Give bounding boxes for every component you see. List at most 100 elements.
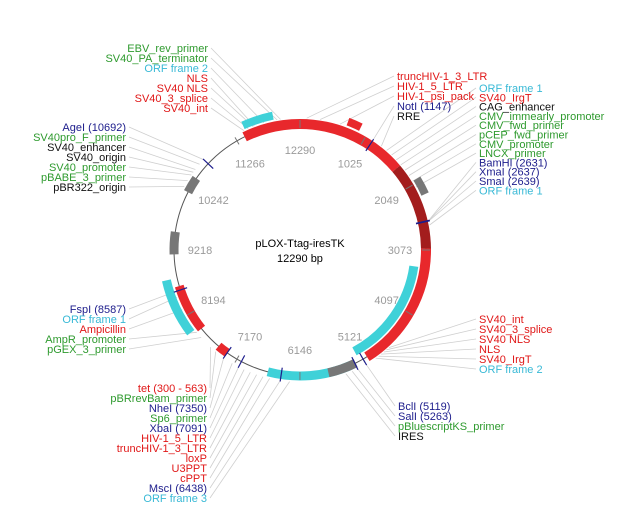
restriction-site-mark [415,220,430,225]
feature-label[interactable]: LNCX_primer [479,148,546,160]
feature-label[interactable]: NheI (7350) [149,403,207,415]
leader-line [128,166,192,176]
seg-darkred-right[interactable] [392,165,431,249]
leader-line [209,351,217,399]
tick-mark [405,184,413,190]
feature-label[interactable]: FspI (8587) [70,304,126,316]
tick-mark [234,355,240,363]
restriction-site-mark [222,346,232,359]
leader-line [210,107,245,131]
feature-label[interactable]: HIV-1_5_LTR [141,433,207,445]
feature-label[interactable]: loxP [186,453,207,465]
feature-label[interactable]: NotI (1147) [397,101,451,113]
feature-label[interactable]: SV40_int [163,103,208,115]
leader-line [210,77,255,127]
leader-line [209,347,211,389]
seg-cyan-left[interactable] [162,279,195,336]
feature-label[interactable]: ORF frame 2 [479,364,543,376]
feature-label[interactable]: SV40_int [479,314,524,326]
seg-gray-right[interactable] [413,176,429,196]
feature-label[interactable]: pCEP_fwd_primer [479,130,569,142]
leader-line [209,372,251,449]
feature-label[interactable]: HIV-1_psi_pack [397,91,475,103]
restriction-site-mark [351,356,359,370]
feature-label[interactable]: U3PPT [172,463,208,475]
feature-label[interactable]: SV40pro_F_primer [33,132,126,144]
feature-label[interactable]: BclI (5119) [398,401,450,413]
leader-line [408,134,477,176]
feature-label[interactable]: SV40_IrgT [479,354,532,366]
feature-label[interactable]: CMV_fwd_primer [479,120,564,132]
feature-label[interactable]: RRE [397,111,420,123]
seg-cyan-top[interactable] [241,111,274,130]
feature-label[interactable]: MscI (6438) [149,483,207,495]
feature-label[interactable]: SV40_3_splice [135,93,208,105]
tick-label: 10242 [198,195,229,207]
feature-label[interactable]: SV40 NLS [157,83,208,95]
seg-red-top[interactable] [242,119,401,172]
feature-label[interactable]: CAG_enhancer [479,102,555,114]
restriction-site-mark [202,158,214,169]
feature-label[interactable]: pBABE_3_primer [41,172,126,184]
feature-label[interactable]: BamHI (2631) [479,157,547,169]
restriction-site-mark [359,352,368,366]
feature-label[interactable]: Ampicillin [80,324,126,336]
feature-label[interactable]: truncHIV-1_3_LTR [117,443,207,455]
seg-gray-bottom[interactable] [327,358,358,378]
feature-label[interactable]: AmpR_promoter [45,334,126,346]
feature-label[interactable]: NLS [187,73,208,85]
feature-label[interactable]: EBV_rev_primer [127,43,208,55]
feature-label[interactable]: Sp6_primer [150,413,207,425]
restriction-site-mark [237,355,246,369]
feature-label[interactable]: SV40_PA_terminator [105,53,208,65]
leader-line [415,152,477,188]
feature-label[interactable]: XbaI (7091) [150,423,207,435]
leader-line [351,370,396,427]
tick-label: 3073 [388,245,412,257]
feature-label[interactable]: CMV_immearly_promoter [479,111,605,123]
feature-label[interactable]: SV40_origin [66,152,126,164]
feature-label[interactable]: NLS [479,344,500,356]
feature-label[interactable]: SmaI (2639) [479,176,540,188]
seg-red-right[interactable] [364,248,431,362]
feature-label[interactable]: SV40_enhancer [47,142,126,154]
seg-red-lower-left[interactable] [215,342,230,357]
feature-label[interactable]: ORF frame 1 [479,83,543,95]
leader-line [412,143,477,182]
leader-line [381,115,395,147]
feature-label[interactable]: ORF frame 1 [62,314,126,326]
leader-line [209,363,233,419]
leader-line [320,85,395,120]
feature-label[interactable]: AgeI (10692) [62,122,126,134]
tick-label: 8194 [201,295,225,307]
feature-label[interactable]: ORF frame 1 [479,185,543,197]
leader-line [210,57,278,121]
feature-label[interactable]: truncHIV-1_3_LTR [397,71,487,83]
feature-label[interactable]: ORF frame 3 [143,493,207,505]
leader-line [209,380,281,489]
feature-label[interactable]: cPPT [180,473,207,485]
seg-gray-left[interactable] [169,231,180,255]
seg-red-left[interactable] [174,284,206,332]
feature-label[interactable]: XmaI (2637) [479,167,540,179]
feature-label[interactable]: pGEX_3_primer [47,344,126,356]
feature-label[interactable]: IRES [398,431,424,443]
seg-red-top-inner[interactable] [346,117,363,131]
feature-label[interactable]: pBRrevBam_primer [110,393,207,405]
leader-line [128,186,185,188]
seg-gray-upper-left[interactable] [184,175,201,195]
feature-label[interactable]: SV40_promoter [49,162,126,174]
seg-cyan-right[interactable] [352,265,419,356]
restriction-site-mark [279,367,283,382]
feature-label[interactable]: SV40 NLS [479,334,530,346]
feature-label[interactable]: pBluescriptKS_primer [398,421,505,433]
feature-label[interactable]: pBR322_origin [53,182,126,194]
feature-label[interactable]: SV40_IrgT [479,92,532,104]
feature-label[interactable]: HIV-1_5_LTR [397,81,463,93]
feature-label[interactable]: SV40_3_splice [479,324,552,336]
restriction-site-mark [365,138,375,152]
feature-label[interactable]: CMV_promoter [479,139,554,151]
feature-label[interactable]: tet (300 - 563) [138,383,207,395]
feature-label[interactable]: SalI (5263) [398,411,452,423]
feature-label[interactable]: ORF frame 2 [144,63,208,75]
